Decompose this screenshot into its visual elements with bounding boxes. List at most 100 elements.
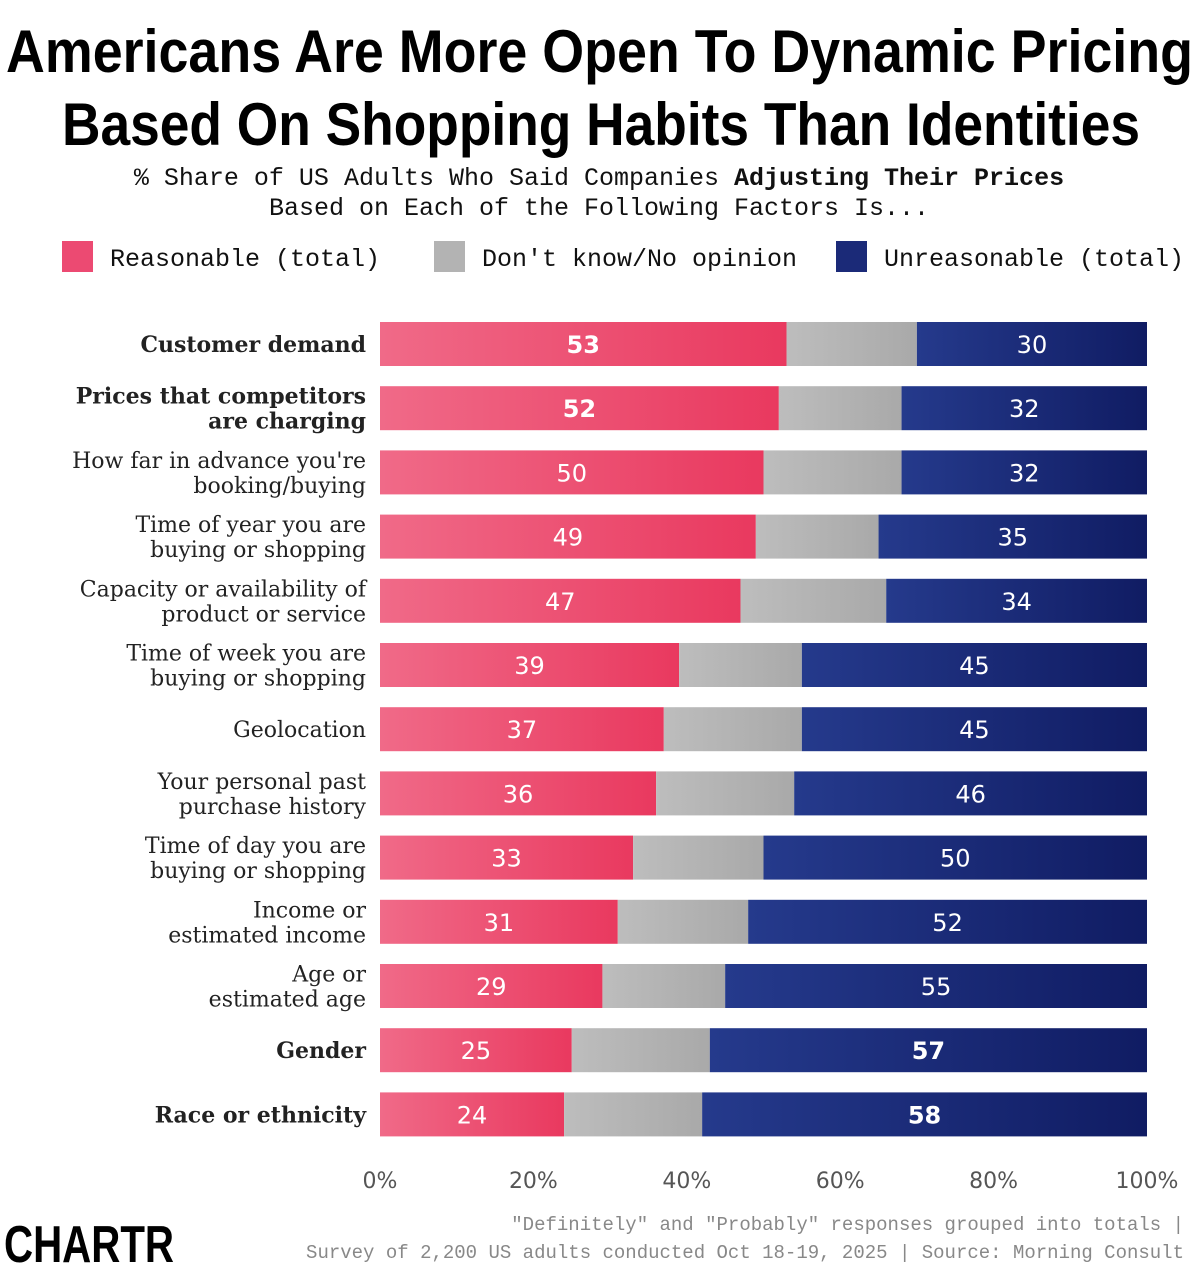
legend: Reasonable (total) Don't know/No opinion U… [62, 241, 1184, 274]
data-label: 45 [959, 652, 990, 680]
bar-segment-reasonable [380, 771, 657, 816]
data-label: 32 [1009, 459, 1040, 487]
legend-swatch [434, 241, 465, 272]
legend-label: Don't know/No opinion [482, 245, 797, 274]
legend-label: Unreasonable (total) [884, 245, 1184, 274]
category-label: buying or shopping [150, 859, 366, 884]
x-axis-ticks: 0% 20% 40% 60% 80% 100% [363, 1169, 1179, 1194]
bar-segment-unreasonable [878, 514, 1147, 559]
category-label: buying or shopping [150, 538, 366, 563]
data-label: 24 [457, 1101, 488, 1129]
legend-swatch [836, 241, 867, 272]
bar-segment-dont-know [571, 1028, 710, 1073]
footer-source: Survey of 2,200 US adults conducted Oct … [306, 1242, 1184, 1264]
bar-segment-reasonable [380, 322, 787, 366]
category-label: Your personal past [157, 770, 366, 795]
data-label: 57 [912, 1037, 945, 1065]
bar-segment-reasonable [380, 514, 756, 559]
data-label: 45 [959, 716, 990, 744]
x-tick-label: 80% [969, 1169, 1018, 1194]
legend-label: Reasonable (total) [110, 245, 380, 274]
data-label: 34 [1001, 588, 1032, 616]
bar-segment-unreasonable [901, 450, 1147, 495]
bar-segment-reasonable [380, 643, 680, 687]
data-label: 33 [491, 845, 522, 873]
subtitle-line1: % Share of US Adults Who Said Companies … [134, 164, 1064, 193]
data-label: 36 [503, 780, 534, 808]
footer-note: "Definitely" and "Probably" responses gr… [511, 1214, 1184, 1236]
data-label: 35 [998, 524, 1029, 552]
bar-segment-dont-know [679, 643, 802, 687]
category-label: Prices that competitors [76, 384, 366, 410]
category-label: Capacity or availability of [80, 577, 368, 602]
bar-segment-unreasonable [901, 386, 1147, 431]
x-tick-label: 0% [363, 1169, 398, 1194]
data-label: 55 [921, 973, 952, 1001]
bar-segment-reasonable [380, 450, 764, 495]
bars: 53 30 52 32 50 32 49 35 47 34 39 45 37 45 36 46 33 50 31 52… [380, 322, 1147, 1137]
data-label: 53 [567, 331, 600, 359]
bar-segment-reasonable [380, 1028, 572, 1073]
data-label: 39 [514, 652, 545, 680]
chart-title-line2: Based On Shopping Habits Than Identities [62, 91, 1140, 158]
category-label: Race or ethnicity [155, 1102, 367, 1128]
bar-segment-unreasonable [886, 578, 1147, 623]
data-label: 50 [556, 459, 587, 487]
data-label: 52 [932, 909, 963, 937]
category-labels: Customer demand Prices that competitorsar… [72, 332, 368, 1128]
data-label: 49 [553, 524, 584, 552]
subtitle-prefix: % Share of US Adults Who Said Companies [134, 164, 734, 193]
bar-segment-dont-know [778, 386, 902, 431]
bar-segment-unreasonable [794, 771, 1147, 816]
bar-segment-reasonable [380, 899, 618, 944]
bar-segment-dont-know [763, 450, 902, 495]
category-label: Geolocation [233, 718, 366, 743]
data-label: 25 [461, 1037, 492, 1065]
bar-segment-dont-know [656, 771, 795, 816]
chart-title-line1: Americans Are More Open To Dynamic Prici… [6, 18, 1193, 85]
category-label: booking/buying [193, 474, 366, 499]
bar-segment-dont-know [755, 514, 879, 559]
bar-segment-unreasonable [801, 707, 1147, 752]
bar-segment-unreasonable [725, 964, 1147, 1008]
bar-segment-unreasonable [916, 322, 1147, 366]
category-label: purchase history [179, 795, 367, 820]
data-label: 50 [940, 845, 971, 873]
x-tick-label: 60% [816, 1169, 865, 1194]
subtitle-bold: Adjusting Their Prices [734, 164, 1064, 193]
data-label: 37 [507, 716, 538, 744]
category-label: estimated age [209, 988, 366, 1013]
data-label: 52 [563, 395, 596, 423]
bar-segment-reasonable [380, 835, 634, 880]
category-label: Gender [276, 1038, 366, 1064]
bar-segment-dont-know [602, 964, 726, 1008]
bar-segment-unreasonable [801, 643, 1147, 687]
data-label: 47 [545, 588, 576, 616]
category-label: Time of year you are [135, 513, 366, 538]
bar-segment-reasonable [380, 707, 664, 752]
bar-segment-reasonable [380, 386, 779, 431]
bar-segment-reasonable [380, 964, 603, 1008]
data-label: 29 [476, 973, 507, 1001]
bar-segment-dont-know [663, 707, 802, 752]
x-tick-label: 40% [662, 1169, 711, 1194]
bar-segment-unreasonable [748, 899, 1147, 944]
bar-segment-dont-know [740, 578, 887, 623]
category-label: product or service [161, 602, 366, 627]
bar-segment-dont-know [633, 835, 764, 880]
bar-segment-unreasonable [709, 1028, 1147, 1073]
category-label: estimated income [168, 923, 366, 948]
bar-segment-reasonable [380, 1092, 565, 1137]
bar-segment-unreasonable [763, 835, 1147, 880]
subtitle-line2: Based on Each of the Following Factors I… [269, 194, 929, 223]
x-tick-label: 20% [509, 1169, 558, 1194]
bar-segment-reasonable [380, 578, 741, 623]
category-label: How far in advance you're [72, 449, 366, 474]
category-label: Customer demand [140, 332, 366, 358]
bar-segment-unreasonable [702, 1092, 1147, 1137]
x-tick-label: 100% [1116, 1169, 1179, 1194]
category-label: Time of week you are [126, 642, 366, 667]
chartr-logo: CHARTR [4, 1216, 174, 1271]
data-label: 30 [1017, 331, 1048, 359]
